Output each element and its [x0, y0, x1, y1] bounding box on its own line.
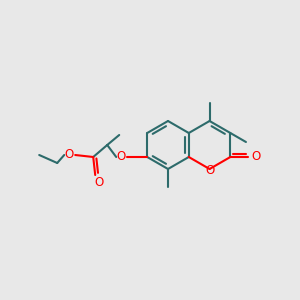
Text: O: O: [94, 176, 104, 188]
Text: O: O: [64, 148, 74, 160]
Text: O: O: [205, 164, 214, 176]
Text: O: O: [117, 151, 126, 164]
Text: O: O: [252, 151, 261, 164]
